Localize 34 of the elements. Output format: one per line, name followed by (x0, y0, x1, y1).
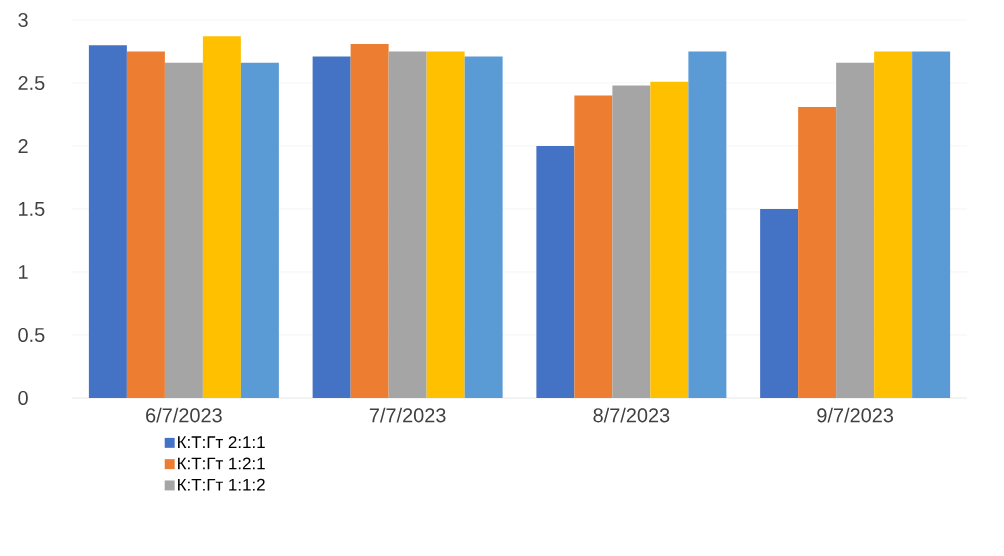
y-tick-label: 0 (18, 390, 28, 406)
bar (350, 43, 389, 398)
y-tick-label: 0.5 (18, 327, 45, 343)
legend-label: К:Т:Гт 2:1:1 (178, 436, 265, 449)
legend-label: К:Т:Гт 1:2:1 (178, 457, 265, 470)
bar (650, 81, 689, 398)
y-tick-label: 1 (19, 265, 28, 279)
bar (574, 95, 613, 398)
x-tick-label: 8/7/2023 (593, 407, 670, 423)
x-tick-label: 6/7/2023 (146, 407, 222, 423)
bar (126, 51, 165, 398)
bar (388, 51, 427, 398)
bar (426, 51, 465, 398)
y-tick-label: 3 (18, 12, 28, 28)
bar (164, 62, 203, 398)
bar (760, 208, 799, 398)
bar (798, 106, 837, 398)
bar (240, 62, 279, 398)
legend-label: К:Т:Гт 1:1:2 (178, 478, 265, 491)
bar (312, 56, 351, 398)
y-tick-label: 2 (18, 139, 28, 153)
bar (912, 51, 951, 398)
bar (88, 45, 127, 398)
bar (688, 51, 727, 398)
x-tick-label: 7/7/2023 (369, 407, 446, 423)
bar (874, 51, 913, 398)
bar (612, 85, 651, 398)
bar (836, 62, 875, 398)
bar (464, 56, 503, 398)
y-tick-label: 2.5 (18, 75, 45, 91)
bar (202, 36, 241, 398)
bar (536, 145, 575, 398)
y-tick-label: 1.5 (19, 202, 45, 216)
x-tick-label: 9/7/2023 (817, 407, 894, 423)
